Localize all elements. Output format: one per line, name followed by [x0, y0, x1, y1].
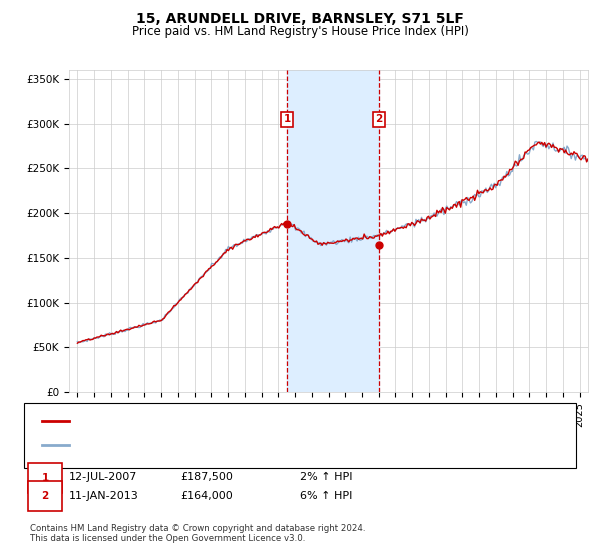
Text: 11-JAN-2013: 11-JAN-2013 — [69, 491, 139, 501]
Text: £164,000: £164,000 — [180, 491, 233, 501]
Text: 6% ↑ HPI: 6% ↑ HPI — [300, 491, 352, 501]
Text: £187,500: £187,500 — [180, 472, 233, 482]
Text: 2% ↑ HPI: 2% ↑ HPI — [300, 472, 353, 482]
Text: 2: 2 — [41, 491, 49, 501]
Text: Price paid vs. HM Land Registry's House Price Index (HPI): Price paid vs. HM Land Registry's House … — [131, 25, 469, 38]
Text: 1: 1 — [41, 473, 49, 483]
Text: Contains HM Land Registry data © Crown copyright and database right 2024.
This d: Contains HM Land Registry data © Crown c… — [30, 524, 365, 543]
Text: 1: 1 — [284, 114, 291, 124]
Text: 2: 2 — [376, 114, 383, 124]
Text: 15, ARUNDELL DRIVE, BARNSLEY, S71 5LF: 15, ARUNDELL DRIVE, BARNSLEY, S71 5LF — [136, 12, 464, 26]
Text: 12-JUL-2007: 12-JUL-2007 — [69, 472, 137, 482]
Text: HPI: Average price, detached house, Barnsley: HPI: Average price, detached house, Barn… — [72, 440, 310, 450]
Bar — [287, 70, 379, 392]
Text: 15, ARUNDELL DRIVE, BARNSLEY, S71 5LF (detached house): 15, ARUNDELL DRIVE, BARNSLEY, S71 5LF (d… — [72, 416, 386, 426]
